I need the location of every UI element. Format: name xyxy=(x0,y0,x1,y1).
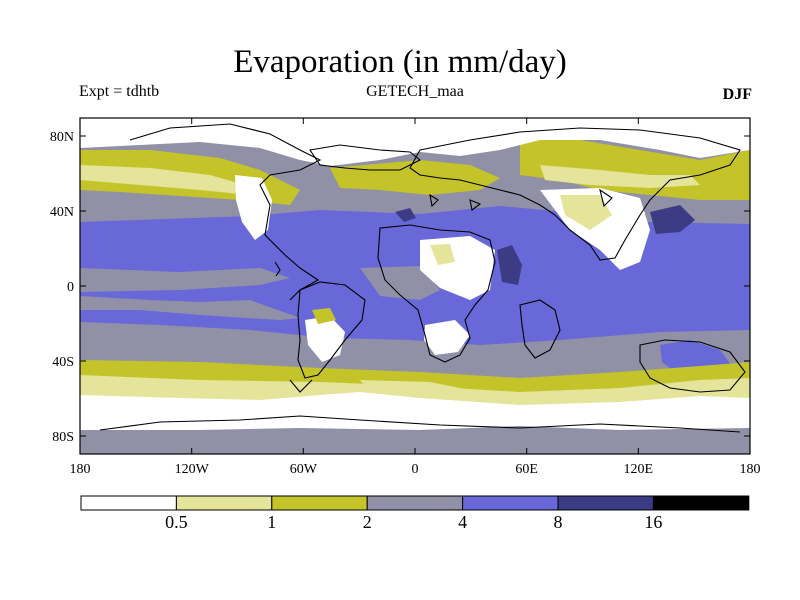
lon-label-120e: 120E xyxy=(624,462,654,477)
coast-antarctica xyxy=(99,415,741,433)
evaporation-field xyxy=(80,118,750,454)
coast-drake-passage xyxy=(289,379,313,393)
lon-tick-marks xyxy=(79,118,751,454)
lat-label-40n: 40N xyxy=(50,205,74,220)
coast-islands-3 xyxy=(469,199,482,211)
lon-label-180w: 180 xyxy=(70,462,91,477)
field-2-4-south-pacific xyxy=(80,296,300,320)
colorbar: 0.5 1 2 4 8 16 xyxy=(80,495,750,532)
coast-africa xyxy=(377,224,496,363)
field-0-5-1-north-pacific xyxy=(80,165,250,195)
lat-label-80n: 80N xyxy=(50,130,74,145)
colorbar-swatch-5 xyxy=(557,495,654,511)
field-lt-0-5-s-america xyxy=(305,316,345,362)
field-lt-0-5-arctic xyxy=(80,118,750,166)
experiment-label: Expt = tdhtb xyxy=(79,83,160,100)
field-2-4-eq-pacific xyxy=(80,268,290,292)
field-0-5-1-sahel xyxy=(430,244,455,265)
colorbar-label-4: 8 xyxy=(554,512,563,532)
field-1-2-north-atlantic xyxy=(330,160,500,195)
colorbar-label-2: 2 xyxy=(363,512,372,532)
coast-islands-1 xyxy=(274,261,281,277)
lon-label-60e: 60E xyxy=(515,462,538,477)
lat-label-80s: 80S xyxy=(52,430,74,445)
coast-australia xyxy=(639,339,746,393)
map-title: Evaporation (in mm/day) xyxy=(233,44,567,80)
colorbar-swatch-1 xyxy=(175,495,273,511)
dataset-label: GETECH_maa xyxy=(366,83,464,100)
coastlines xyxy=(99,123,746,433)
colorbar-label-5: 16 xyxy=(644,512,662,532)
field-lt-0-5-s-africa xyxy=(424,320,470,355)
colorbar-swatch-4 xyxy=(462,495,559,511)
coast-islands-2 xyxy=(429,193,439,208)
coast-greenland xyxy=(309,144,422,171)
field-8-16-kuroshio xyxy=(650,205,695,234)
field-2-4-antarctica xyxy=(80,426,750,454)
lon-label-120w: 120W xyxy=(175,462,210,477)
coast-north-america xyxy=(129,123,322,301)
field-0-5-1-north-asia xyxy=(540,165,700,188)
field-8-16-gulfstream xyxy=(395,208,416,222)
field-8-16-arabian xyxy=(497,245,522,285)
field-2-4-eq-atlantic xyxy=(360,266,440,300)
season-label: DJF xyxy=(722,86,752,103)
colorbar-label-3: 4 xyxy=(458,512,467,532)
colorbar-label-0: 0.5 xyxy=(165,512,188,532)
coast-eurasia xyxy=(409,127,741,261)
coast-south-america xyxy=(297,281,366,379)
lon-label-60w: 60W xyxy=(290,462,318,477)
coast-india xyxy=(519,299,561,359)
coast-islands-4 xyxy=(599,188,613,208)
field-1-2-s-america xyxy=(312,308,336,324)
lon-label-180e: 180 xyxy=(740,462,761,477)
lat-label-40s: 40S xyxy=(52,355,74,370)
lat-tick-marks xyxy=(80,135,750,437)
colorbar-swatch-3 xyxy=(366,495,464,511)
colorbar-label-1: 1 xyxy=(267,512,276,532)
lat-label-0: 0 xyxy=(67,280,74,295)
colorbar-swatch-0 xyxy=(80,495,177,511)
colorbar-swatch-2 xyxy=(271,495,368,511)
colorbar-swatch-6 xyxy=(652,495,750,511)
field-0-5-1-china xyxy=(560,195,612,230)
field-0-5-1-south-atlantic xyxy=(360,380,470,396)
lon-label-0: 0 xyxy=(412,462,419,477)
